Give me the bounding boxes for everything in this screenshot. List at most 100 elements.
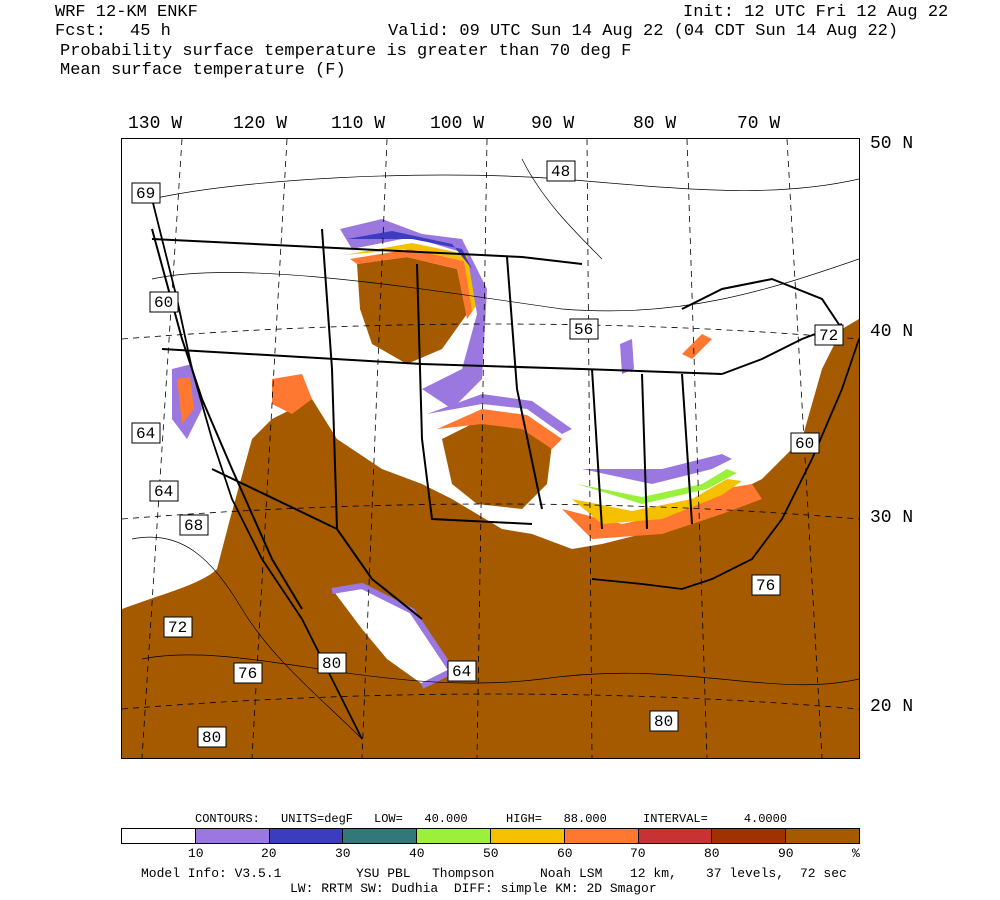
contour-label-64b: 64 <box>149 480 179 502</box>
great-lakes-band <box>620 339 634 374</box>
northeast-band <box>682 334 712 359</box>
legend-swatch-9 <box>786 829 859 843</box>
mexico-cool-area <box>332 584 452 684</box>
valid-time: Valid: 09 UTC Sun 14 Aug 22 (04 CDT Sun … <box>388 22 899 41</box>
legend-tick-40: 40 <box>409 846 425 861</box>
legend-swatch-7 <box>638 829 713 843</box>
lon-label-130w: 130 W <box>128 114 183 134</box>
plains-region <box>442 419 552 509</box>
svg-text:76: 76 <box>756 577 775 595</box>
microphysics-scheme: Thompson <box>432 866 495 881</box>
contour-labels: 69 48 60 56 72 64 60 64 68 76 72 76 80 6… <box>131 160 844 748</box>
land-surface-model: Noah LSM <box>540 866 603 881</box>
plains-band-purple <box>427 394 572 434</box>
high-prob-region <box>122 319 859 758</box>
legend-tick-70: 70 <box>630 846 646 861</box>
svg-text:68: 68 <box>184 517 203 535</box>
time-step: 72 sec <box>800 866 847 881</box>
contour-label-56: 56 <box>569 318 599 340</box>
contour-label-69: 69 <box>131 182 161 204</box>
plains-band-orange <box>437 409 562 449</box>
transition-band-east-yellow <box>572 479 742 524</box>
contour-label-68: 68 <box>179 514 209 536</box>
svg-text:80: 80 <box>654 713 673 731</box>
lat-label-20n: 20 N <box>870 697 914 717</box>
legend-swatch-3 <box>343 829 418 843</box>
legend-tick-10: 10 <box>188 846 204 861</box>
svg-text:60: 60 <box>154 294 173 312</box>
vertical-levels: 37 levels, <box>706 866 785 881</box>
color-legend <box>121 828 860 844</box>
svg-text:80: 80 <box>322 655 341 673</box>
contour-label-76a: 76 <box>751 574 781 596</box>
grid-resolution: 12 km, <box>630 866 677 881</box>
legend-swatch-1 <box>195 829 270 843</box>
contour-label-60a: 60 <box>149 291 179 313</box>
boundaries <box>151 228 843 620</box>
legend-swatch-6 <box>564 829 639 843</box>
forecast-label: Fcst: <box>55 22 107 41</box>
contours-high: HIGH= 88.000 <box>506 812 607 826</box>
contours-label: CONTOURS: <box>195 812 260 826</box>
model-info: Model Info: V3.5.1 <box>141 866 282 881</box>
lon-label-90w: 90 W <box>531 114 575 134</box>
physics-line: LW: RRTM SW: Dudhia DIFF: simple KM: 2D … <box>290 881 657 896</box>
svg-text:60: 60 <box>795 435 814 453</box>
probability-map: 69 48 60 56 72 64 60 64 68 76 72 76 80 6… <box>122 139 859 758</box>
lat-label-40n: 40 N <box>870 322 914 342</box>
map-panel: 69 48 60 56 72 64 60 64 68 76 72 76 80 6… <box>121 138 860 759</box>
contour-label-64c: 64 <box>447 660 477 682</box>
svg-text:72: 72 <box>819 327 838 345</box>
pbl-scheme: YSU PBL <box>356 866 411 881</box>
legend-tick-20: 20 <box>261 846 277 861</box>
legend-tick-80: 80 <box>704 846 720 861</box>
svg-text:64: 64 <box>154 483 173 501</box>
west-coast-orange <box>177 377 194 424</box>
contour-label-80a: 80 <box>317 652 347 674</box>
contour-label-72b: 72 <box>163 616 193 638</box>
northern-plains-region <box>357 257 467 364</box>
svg-text:80: 80 <box>202 729 221 747</box>
lon-label-110w: 110 W <box>331 114 386 134</box>
contour-label-72a: 72 <box>814 324 844 346</box>
contour-label-80b: 80 <box>649 710 679 732</box>
contour-label-80c: 80 <box>197 726 227 748</box>
contour-label-64a: 64 <box>131 422 161 444</box>
lat-label-50n: 50 N <box>870 134 914 154</box>
contour-label-76b: 76 <box>233 662 263 684</box>
coastlines <box>151 198 859 740</box>
legend-swatch-5 <box>490 829 565 843</box>
lon-label-100w: 100 W <box>430 114 485 134</box>
contour-label-48: 48 <box>546 160 576 182</box>
legend-swatch-8 <box>712 829 787 843</box>
legend-tick-90: 90 <box>778 846 794 861</box>
contours-low: LOW= 40.000 <box>374 812 468 826</box>
transition-band-east-purple <box>582 454 732 484</box>
field-title-mean-temp: Mean surface temperature (F) <box>60 61 346 80</box>
forecast-hour: 45 h <box>130 22 171 41</box>
legend-swatch-4 <box>417 829 491 843</box>
lon-label-120w: 120 W <box>233 114 288 134</box>
legend-tick-50: 50 <box>483 846 499 861</box>
svg-text:69: 69 <box>136 185 155 203</box>
legend-tick-60: 60 <box>557 846 573 861</box>
svg-text:56: 56 <box>574 321 593 339</box>
legend-swatch-0 <box>122 829 196 843</box>
lat-label-30n: 30 N <box>870 508 914 528</box>
lon-label-70w: 70 W <box>737 114 781 134</box>
legend-swatch-2 <box>269 829 344 843</box>
svg-text:48: 48 <box>551 163 570 181</box>
init-time: Init: 12 UTC Fri 12 Aug 22 <box>683 3 949 22</box>
legend-tick-30: 30 <box>335 846 351 861</box>
contours-interval: INTERVAL= 4.0000 <box>643 812 788 826</box>
contours-units: UNITS=degF <box>281 812 354 826</box>
contour-label-60b: 60 <box>790 432 820 454</box>
svg-text:72: 72 <box>168 619 187 637</box>
field-title-probability: Probability surface temperature is great… <box>60 42 632 61</box>
legend-unit: % <box>852 846 860 861</box>
southwest-mixed <box>272 374 312 414</box>
model-title: WRF 12-KM ENKF <box>55 3 198 22</box>
transition-band-east-green <box>577 469 737 504</box>
svg-text:64: 64 <box>452 663 471 681</box>
northern-plains-blue <box>347 231 472 269</box>
